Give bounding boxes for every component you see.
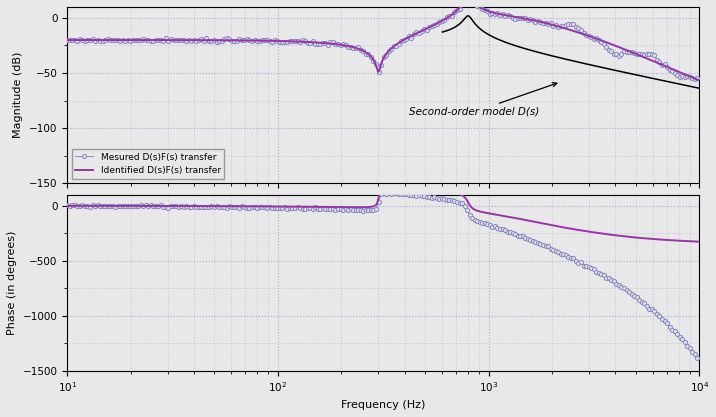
Identified D(s)F(s) transfer: [568, 28, 576, 33]
Line: Identified D(s)F(s) transfer: Identified D(s)F(s) transfer: [67, 0, 700, 80]
Mesured D(s)F(s) transfer: [500, 13, 509, 18]
Mesured D(s)F(s) transfer: [63, 37, 72, 42]
Mesured D(s)F(s) transfer: [167, 37, 175, 42]
Text: Second-order model D(s): Second-order model D(s): [410, 83, 557, 117]
Mesured D(s)F(s) transfer: [324, 42, 332, 47]
Mesured D(s)F(s) transfer: [427, 23, 436, 28]
Identified D(s)F(s) transfer: [556, 25, 565, 30]
Identified D(s)F(s) transfer: [498, 12, 506, 17]
Y-axis label: Phase (in degrees): Phase (in degrees): [7, 231, 17, 335]
Y-axis label: Magnitude (dB): Magnitude (dB): [14, 52, 24, 138]
Mesured D(s)F(s) transfer: [693, 75, 702, 80]
Identified D(s)F(s) transfer: [695, 78, 704, 83]
Identified D(s)F(s) transfer: [63, 38, 72, 43]
Identified D(s)F(s) transfer: [319, 40, 327, 45]
X-axis label: Frequency (Hz): Frequency (Hz): [341, 400, 425, 410]
Identified D(s)F(s) transfer: [127, 38, 136, 43]
Mesured D(s)F(s) transfer: [670, 70, 679, 75]
Mesured D(s)F(s) transfer: [691, 76, 700, 81]
Mesured D(s)F(s) transfer: [316, 42, 324, 47]
Line: Mesured D(s)F(s) transfer: Mesured D(s)F(s) transfer: [65, 0, 700, 81]
Legend: Mesured D(s)F(s) transfer, Identified D(s)F(s) transfer: Mesured D(s)F(s) transfer, Identified D(…: [72, 149, 224, 178]
Identified D(s)F(s) transfer: [342, 43, 350, 48]
